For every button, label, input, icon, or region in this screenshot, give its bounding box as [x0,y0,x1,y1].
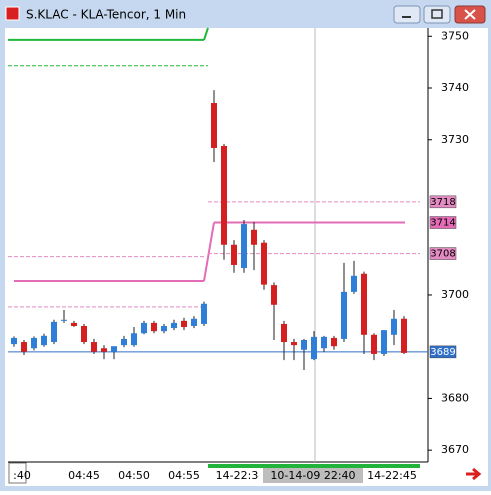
candle-body [111,346,117,352]
y-tick-label: 3670 [441,443,469,456]
x-tick-label: 14-22:3 [216,469,259,482]
candle-body [91,342,97,352]
candle-body [51,321,57,343]
candle-body [241,224,247,269]
candle-body [181,320,187,328]
y-tick-label: 3700 [441,288,469,301]
maximize-glyph [431,9,443,19]
candle-body [121,338,127,346]
candle-body [301,339,307,350]
candle-body [251,229,257,245]
y-tick-label: 3730 [441,133,469,146]
price-label: 3718 [430,197,455,208]
candle-body [191,318,197,327]
minimize-button[interactable] [393,5,421,24]
candle-body [81,326,87,343]
candle-body [71,322,77,327]
candle-body [271,285,277,305]
y-tick-label: 3740 [441,81,469,94]
study-line [203,222,215,282]
x-tick-label: 04:55 [168,469,200,482]
candle-body [231,244,237,265]
price-label: 3714 [430,218,455,229]
candle-body [221,145,227,245]
candle-body [341,291,347,339]
candle-body [31,337,37,349]
window-title: S.KLAC - KLA-Tencor, 1 Min [26,8,186,22]
candle-body [321,336,327,349]
session-bar [208,464,420,468]
scroll-box[interactable] [8,462,27,484]
candle-body [391,318,397,335]
candle-body [171,322,177,329]
candle-body [371,334,377,354]
candle-body [161,326,167,332]
candle-body [201,303,207,324]
window-icon [5,6,20,21]
candle-body [351,275,357,292]
candle-body [41,335,47,346]
candle-body [381,330,387,354]
plot: 3750 3740 3730 3700 3680 3670 3718 3714 3708 3689… [8,27,469,483]
close-glyph [464,9,476,20]
crosshair-label: 10-14-09 22:40 [270,469,355,482]
candle-body [261,242,267,285]
price-label-box [429,216,457,229]
candle-body [21,342,27,352]
candle-body [61,319,67,321]
price-label-box [429,345,457,359]
y-tick-label: 3750 [441,29,469,42]
price-label-box [429,195,457,209]
candle-body [331,337,337,347]
study-line [203,27,209,41]
price-label-box [429,247,457,260]
candle-body [291,342,297,346]
candle-body [211,103,217,149]
x-tick-label: :40 [13,469,31,482]
crosshair-label-box [263,468,363,483]
price-label: 3689 [430,347,455,358]
y-tick-label: 3680 [441,391,469,404]
candle-body [311,336,317,360]
candle-body [401,318,407,353]
x-tick-label: 04:45 [68,469,100,482]
x-tick-label: 14-22:45 [367,469,417,482]
price-label: 3708 [430,249,455,260]
candle-body [361,273,367,335]
candle-body [281,323,287,343]
scroll-arrow[interactable] [466,467,482,481]
candle-body [131,333,137,346]
candle-body [151,322,157,332]
candle-body [11,337,17,345]
candle-body [141,322,147,334]
x-tick-label: 04:50 [118,469,150,482]
maximize-button[interactable] [423,5,451,24]
candle-body [101,348,107,352]
